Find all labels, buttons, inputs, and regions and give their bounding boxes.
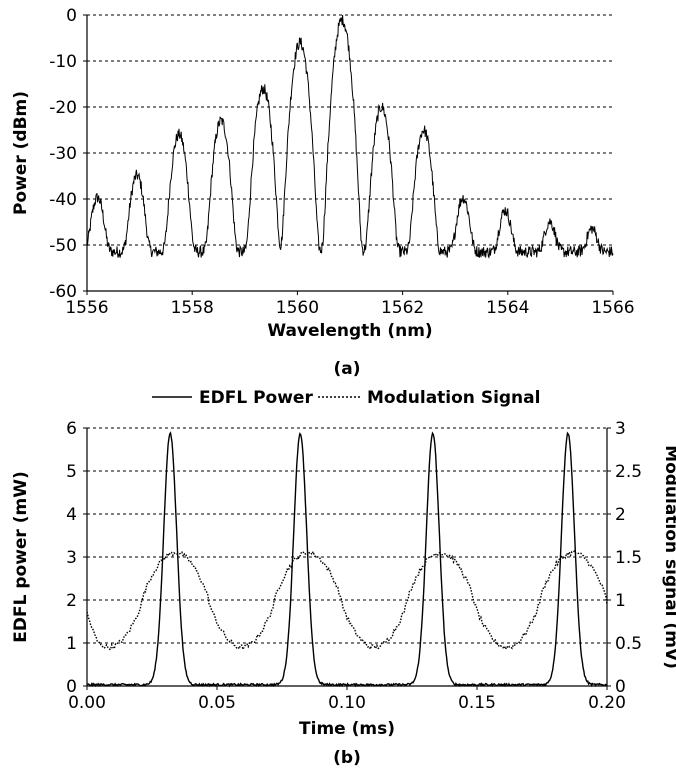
y-left-tick-label: 0 — [66, 677, 77, 697]
y-tick-label: -20 — [49, 98, 77, 118]
y-left-tick-label: 6 — [66, 419, 77, 439]
x-tick-label: 1564 — [486, 298, 529, 318]
y-right-tick-label: 0.5 — [615, 634, 642, 654]
y-left-tick-label: 1 — [66, 634, 77, 654]
y-right-tick-label: 1.5 — [615, 548, 642, 568]
x-tick-label: 0.05 — [198, 693, 236, 713]
y-right-axis-label: Modulation signal (mV) — [661, 445, 676, 669]
y-right-tick-label: 3 — [615, 419, 626, 439]
legend-label-edfl-power: EDFL Power — [199, 388, 313, 408]
y-right-tick-label: 2 — [615, 505, 626, 525]
y-left-axis-label: EDFL power (mW) — [11, 471, 31, 642]
spectrum-line — [86, 14, 614, 259]
x-tick-label: 1558 — [171, 298, 214, 318]
y-tick-label: -40 — [49, 190, 77, 210]
y-left-tick-label: 2 — [66, 591, 77, 611]
modulation-signal-line — [86, 549, 608, 652]
x-tick-label: 1566 — [591, 298, 634, 318]
x-axis-label: Time (ms) — [299, 719, 395, 739]
y-right-tick-label: 0 — [615, 677, 626, 697]
edfl-power-line — [86, 431, 607, 688]
x-tick-label: 1562 — [381, 298, 424, 318]
y-left-tick-label: 4 — [66, 505, 77, 525]
x-axis-label: Wavelength (nm) — [267, 321, 432, 341]
y-right-tick-label: 2.5 — [615, 462, 642, 482]
y-tick-label: -50 — [49, 236, 77, 256]
y-tick-label: 0 — [66, 6, 77, 26]
x-tick-label: 1556 — [65, 298, 108, 318]
panel-label: (b) — [333, 748, 361, 768]
y-tick-label: -10 — [49, 52, 77, 72]
y-axis-label: Power (dBm) — [11, 91, 31, 215]
x-tick-label: 1560 — [276, 298, 319, 318]
y-right-tick-label: 1 — [615, 591, 626, 611]
x-tick-label: 0.15 — [458, 693, 496, 713]
legend-label-modulation-signal: Modulation Signal — [367, 388, 540, 408]
y-tick-label: -30 — [49, 144, 77, 164]
y-tick-label: -60 — [49, 282, 77, 302]
panel-label: (a) — [333, 359, 360, 379]
x-tick-label: 0.00 — [68, 693, 106, 713]
x-tick-label: 0.10 — [328, 693, 366, 713]
panel-b-chart: 0 1 2 3 4 5 6 0 0.5 1 1.5 2 2.5 3 0.00 0.05 0.10 0.15 0.20… — [11, 388, 676, 768]
y-left-tick-label: 3 — [66, 548, 77, 568]
y-left-tick-label: 5 — [66, 462, 77, 482]
x-tick-label: 0.20 — [588, 693, 626, 713]
